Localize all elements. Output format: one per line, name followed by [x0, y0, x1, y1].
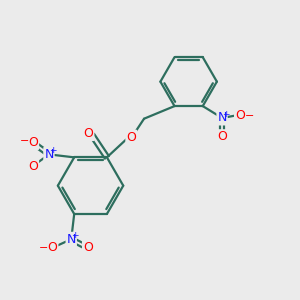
Text: O: O: [217, 130, 227, 143]
Text: −: −: [20, 136, 29, 146]
Text: −: −: [39, 243, 48, 253]
Text: +: +: [222, 110, 230, 118]
Text: N: N: [67, 233, 76, 246]
Text: N: N: [218, 112, 227, 124]
Text: O: O: [126, 130, 136, 144]
Text: N: N: [44, 148, 54, 161]
Text: O: O: [83, 127, 93, 140]
Text: −: −: [245, 111, 254, 121]
Text: O: O: [235, 109, 245, 122]
Text: +: +: [49, 146, 56, 155]
Text: O: O: [48, 241, 57, 254]
Text: O: O: [28, 136, 38, 149]
Text: +: +: [71, 231, 79, 240]
Text: O: O: [28, 160, 38, 173]
Text: O: O: [83, 241, 93, 254]
